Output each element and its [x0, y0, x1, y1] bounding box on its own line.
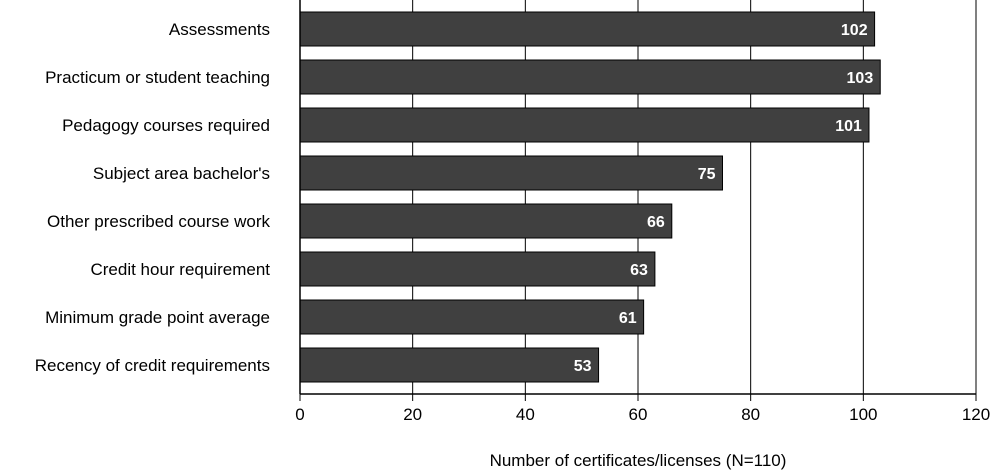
x-tick-label-120: 120 — [962, 405, 990, 424]
category-labels: Assessments Practicum or student teaching… — [35, 20, 271, 375]
bar-3 — [299, 155, 723, 191]
x-axis: 0 20 40 60 80 100 120 — [295, 0, 990, 424]
bar-value-label-7: 53 — [574, 358, 592, 375]
bar-value-label-2: 101 — [835, 118, 862, 135]
bar-value-label-0: 102 — [841, 22, 868, 39]
x-tick-label-40: 40 — [516, 405, 535, 424]
category-label-0: Assessments — [169, 20, 270, 39]
x-tick-label-20: 20 — [403, 405, 422, 424]
category-label-3: Subject area bachelor's — [93, 164, 270, 183]
x-axis-title: Number of certificates/licenses (N=110) — [490, 451, 787, 470]
bar-7 — [299, 347, 600, 383]
category-label-1: Practicum or student teaching — [45, 68, 270, 87]
bars: 102 103 101 75 66 63 61 53 — [299, 11, 881, 383]
bar-value-label-6: 61 — [619, 310, 637, 327]
category-label-6: Minimum grade point average — [45, 308, 270, 327]
bar-6 — [299, 299, 645, 335]
bar-2 — [299, 107, 870, 143]
category-label-5: Credit hour requirement — [90, 260, 270, 279]
bar-1 — [299, 59, 881, 95]
bar-value-label-1: 103 — [847, 70, 874, 87]
bar-0 — [299, 11, 876, 47]
bar-value-label-4: 66 — [647, 214, 665, 231]
bar-value-label-5: 63 — [630, 262, 648, 279]
bar-5 — [299, 251, 656, 287]
category-label-2: Pedagogy courses required — [62, 116, 270, 135]
bar-4 — [299, 203, 673, 239]
category-label-7: Recency of credit requirements — [35, 356, 270, 375]
x-tick-label-0: 0 — [295, 405, 304, 424]
x-tick-label-100: 100 — [849, 405, 877, 424]
gridlines — [412, 0, 977, 394]
x-tick-label-60: 60 — [629, 405, 648, 424]
x-tick-label-80: 80 — [741, 405, 760, 424]
category-label-4: Other prescribed course work — [47, 212, 270, 231]
bar-value-label-3: 75 — [698, 166, 716, 183]
